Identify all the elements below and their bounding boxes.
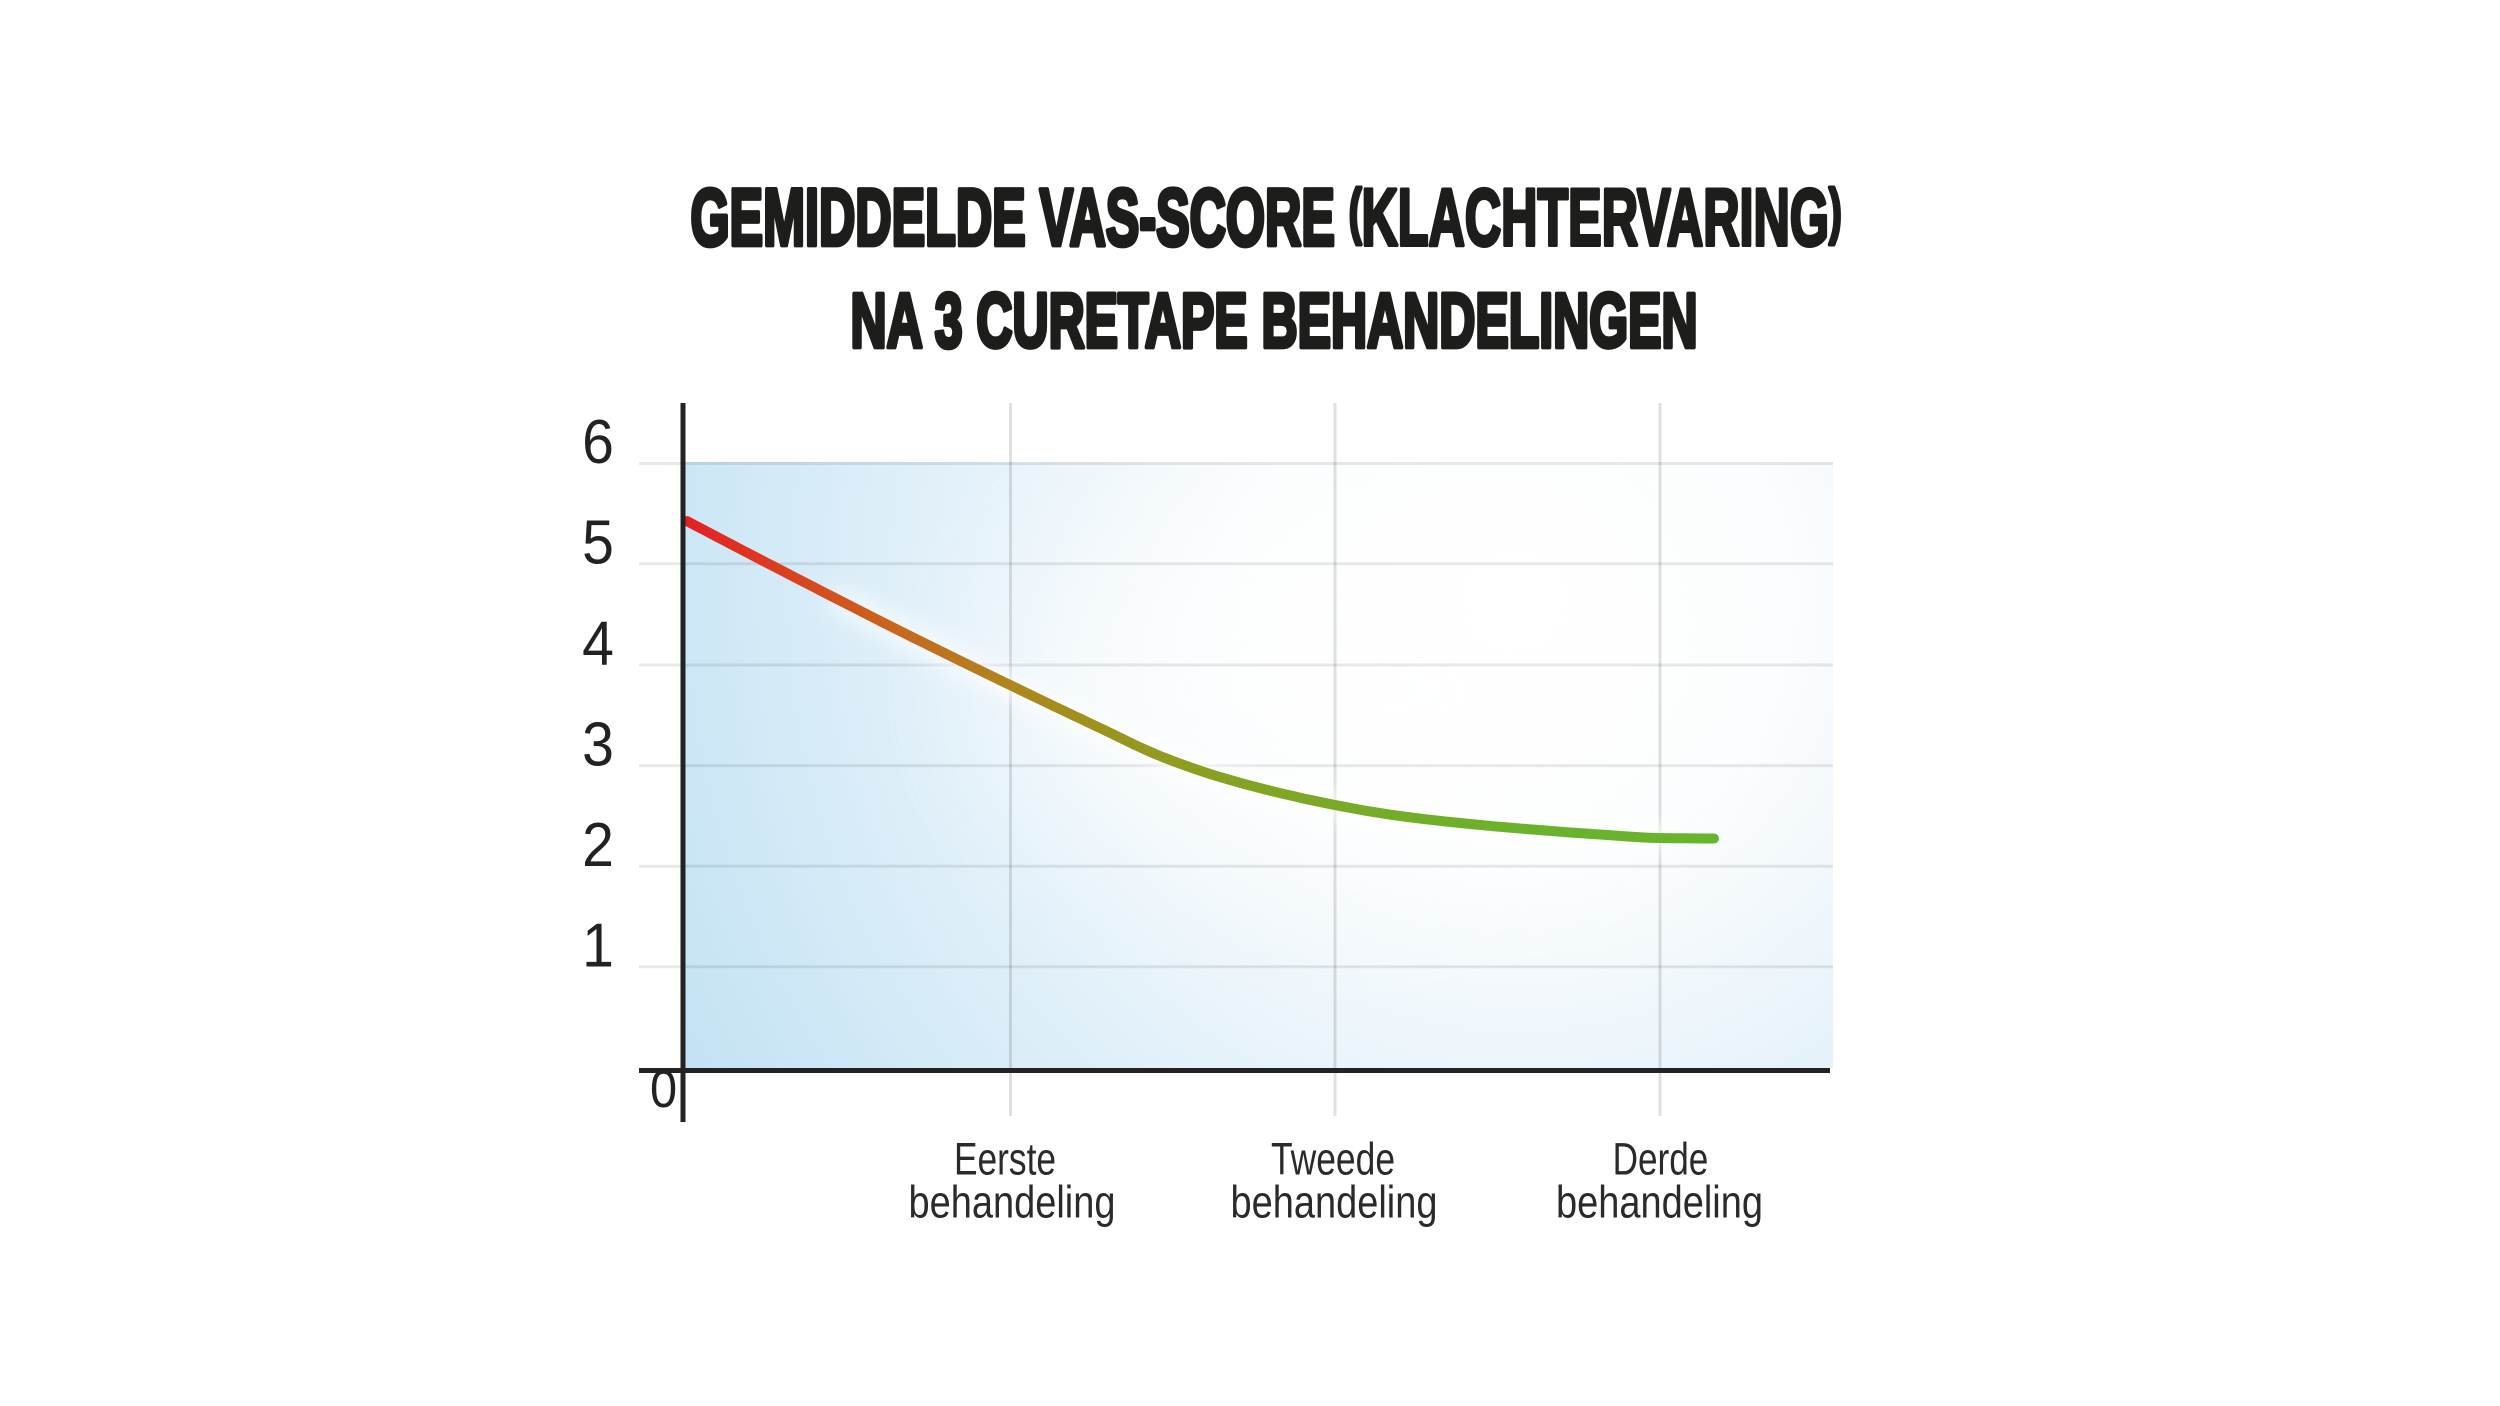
svg-text:1: 1 xyxy=(582,910,614,980)
svg-text:5: 5 xyxy=(582,507,614,577)
svg-text:GEMIDDELDE VAS-SCORE (KLACHTER: GEMIDDELDE VAS-SCORE (KLACHTERVARING) xyxy=(690,173,1841,263)
svg-text:Tweede: Tweede xyxy=(1271,1133,1395,1184)
svg-text:0: 0 xyxy=(650,1059,677,1118)
svg-text:4: 4 xyxy=(582,608,614,678)
svg-text:Eerste: Eerste xyxy=(954,1133,1056,1184)
svg-text:NA 3 CURETAPE BEHANDELINGEN: NA 3 CURETAPE BEHANDELINGEN xyxy=(850,277,1697,364)
svg-text:6: 6 xyxy=(582,407,614,477)
svg-text:behandeling: behandeling xyxy=(1556,1176,1763,1227)
svg-text:Derde: Derde xyxy=(1613,1133,1709,1184)
svg-text:3: 3 xyxy=(582,709,614,779)
svg-text:2: 2 xyxy=(582,810,614,880)
svg-text:behandeling: behandeling xyxy=(909,1176,1116,1227)
svg-text:behandeling: behandeling xyxy=(1231,1176,1438,1227)
